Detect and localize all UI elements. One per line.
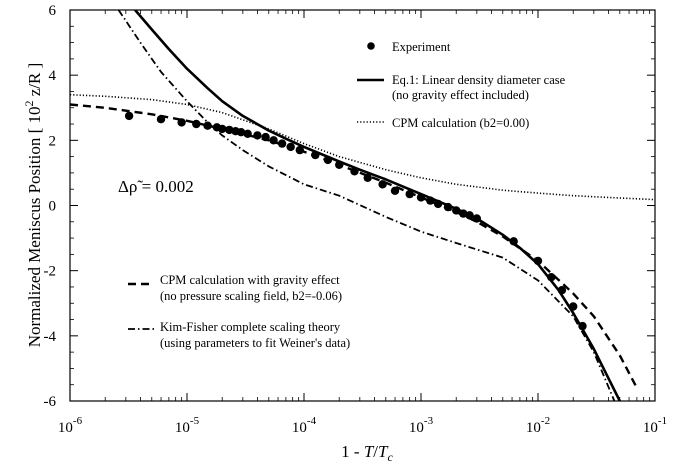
experiment-point xyxy=(269,136,278,145)
experiment-point xyxy=(277,139,287,148)
x-tick-label: 10-6 xyxy=(58,415,83,436)
series-line-dashdot xyxy=(117,10,616,401)
delta-rho-annotation: Δρ̃ = 0.002 xyxy=(118,177,194,196)
x-axis-title-den-sub: c xyxy=(388,450,394,464)
experiment-point xyxy=(177,118,186,127)
x-tick-label: 10-5 xyxy=(175,415,200,436)
y-tick-label: 6 xyxy=(49,3,57,19)
x-tick-base: 10 xyxy=(643,420,658,436)
axis-ticks xyxy=(69,9,656,402)
experiment-point xyxy=(533,256,543,266)
experiment-point xyxy=(286,142,295,152)
legend-label-kim-fisher-line2: (using parameters to fit Weiner's data) xyxy=(160,336,350,350)
legend-label-experiment: Experiment xyxy=(392,40,451,54)
legend-upper: Experiment Eq.1: Linear density diameter… xyxy=(357,40,566,130)
x-axis-title-slash: / xyxy=(373,442,378,461)
experiment-point xyxy=(363,173,372,182)
y-tick-label: -4 xyxy=(44,329,57,345)
x-tick-exponent: -1 xyxy=(658,415,667,427)
y-axis-title-post: z/R ] xyxy=(25,63,44,101)
experiment-point xyxy=(509,237,518,246)
x-tick-label: 10-3 xyxy=(409,415,434,436)
experiment-point xyxy=(405,189,414,199)
legend-label-cpm-gravity-line2: (no pressure scaling field, b2=-0.06) xyxy=(160,289,342,303)
experiment-point xyxy=(426,196,435,205)
experiment-point xyxy=(192,119,201,129)
x-tick-base: 10 xyxy=(526,420,541,436)
experiment-point xyxy=(350,167,359,176)
x-tick-label: 10-4 xyxy=(292,415,317,436)
x-tick-base: 10 xyxy=(292,420,307,436)
series-lines xyxy=(70,10,655,401)
experiment-point xyxy=(295,145,304,155)
experiment-point xyxy=(203,121,212,130)
experiment-point xyxy=(578,321,587,331)
experiment-point xyxy=(225,125,234,135)
y-tick-label: 2 xyxy=(49,133,57,149)
x-axis-title-pre: 1 - xyxy=(341,442,364,461)
experiment-point xyxy=(465,211,474,220)
experiment-point xyxy=(452,206,461,215)
x-tick-exponent: -6 xyxy=(73,415,83,427)
x-axis-title: 1 - T/Tc xyxy=(341,442,393,464)
experiment-point xyxy=(569,302,578,311)
legend-label-cpm: CPM calculation (b2=0.00) xyxy=(392,116,529,130)
experiment-point xyxy=(253,131,262,140)
experiment-point xyxy=(390,186,400,195)
series-line-dashed xyxy=(70,103,638,389)
legend-label-eq1-line1: Eq.1: Linear density diameter case xyxy=(392,73,566,87)
x-tick-base: 10 xyxy=(175,420,190,436)
experiment-point xyxy=(459,209,468,218)
experiment-point xyxy=(557,286,567,295)
experiment-point xyxy=(261,132,270,142)
y-tick-label: -6 xyxy=(44,394,57,410)
series-line-dotted xyxy=(70,93,655,201)
x-axis-title-num: T xyxy=(364,442,375,461)
x-tick-label: 10-2 xyxy=(526,415,550,436)
experiment-point xyxy=(243,129,252,138)
y-tick-label: 4 xyxy=(49,68,57,84)
y-axis-title: Normalized Meniscus Position [ 102 z/R ] xyxy=(22,63,44,348)
experiment-point xyxy=(416,193,426,202)
x-tick-exponent: -3 xyxy=(424,415,434,427)
x-tick-exponent: -5 xyxy=(190,415,200,427)
legend-label-kim-fisher-line1: Kim-Fisher complete scaling theory xyxy=(160,320,341,334)
legend-label-eq1-line2: (no gravity effect included) xyxy=(392,88,529,102)
experiment-point xyxy=(218,124,227,134)
experiment-point xyxy=(156,115,166,124)
y-axis-title-exp: 2 xyxy=(22,100,36,106)
x-tick-base: 10 xyxy=(409,420,424,436)
legend-label-cpm-gravity-line1: CPM calculation with gravity effect xyxy=(160,273,340,287)
experiment-point xyxy=(472,214,481,223)
x-axis-title-den: T xyxy=(378,442,389,461)
experiment-point xyxy=(335,160,344,169)
legend-marker-experiment xyxy=(367,42,375,50)
experiment-point xyxy=(547,273,556,282)
y-axis-title-pre: Normalized Meniscus Position [ 10 xyxy=(25,106,44,347)
experiment-point xyxy=(443,202,453,212)
legend-lower: CPM calculation with gravity effect (no … xyxy=(128,273,350,350)
x-tick-exponent: -4 xyxy=(307,415,317,427)
experiment-point xyxy=(378,180,387,189)
experiment-point xyxy=(236,128,246,137)
x-tick-exponent: -2 xyxy=(541,415,550,427)
experiment-point xyxy=(311,150,320,160)
experiment-points xyxy=(124,111,587,331)
x-tick-base: 10 xyxy=(58,420,73,436)
x-tick-label: 10-1 xyxy=(643,415,667,436)
y-tick-label: -2 xyxy=(44,264,57,280)
experiment-point xyxy=(323,155,333,165)
experiment-point xyxy=(433,199,443,209)
experiment-point xyxy=(124,111,134,121)
y-tick-label: 0 xyxy=(49,199,57,215)
